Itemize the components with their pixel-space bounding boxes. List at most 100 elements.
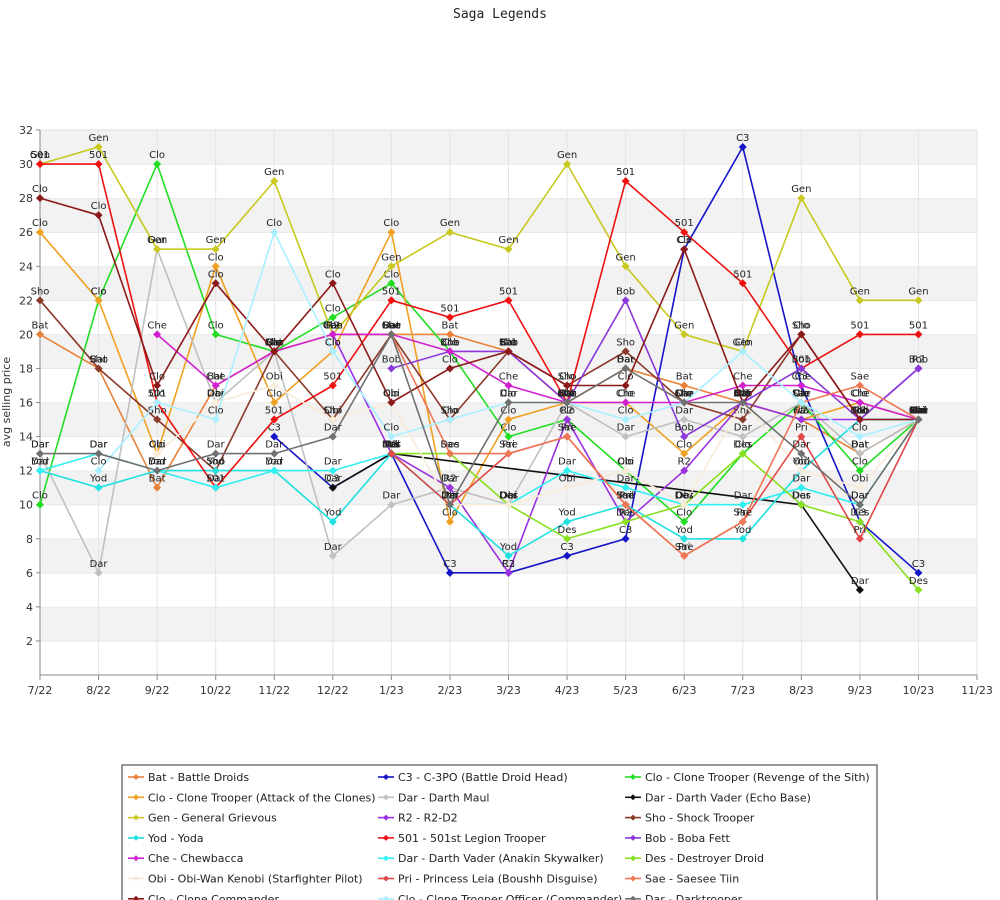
data-label: Dar: [207, 440, 226, 451]
data-label: Clo: [149, 371, 165, 382]
data-label: Des: [382, 440, 401, 451]
data-label: Pri: [736, 508, 749, 519]
data-label: Yod: [89, 474, 107, 485]
data-label: Sho: [441, 406, 460, 417]
data-label: Yod: [557, 508, 575, 519]
data-label: Sae: [733, 508, 752, 519]
data-label: 501: [148, 389, 167, 400]
y-tick-label: 10: [19, 499, 33, 512]
data-point: [797, 364, 806, 373]
data-label: Dar: [90, 440, 109, 451]
data-label: Dar: [617, 423, 636, 434]
x-tick-label: 9/23: [848, 684, 873, 697]
data-point: [387, 228, 396, 237]
data-point: [211, 330, 220, 339]
data-label: Bob: [675, 423, 694, 434]
data-label: Des: [616, 508, 635, 519]
data-label: 501: [499, 286, 518, 297]
data-label: Sho: [558, 371, 577, 382]
x-tick-label: 6/23: [672, 684, 697, 697]
data-label: Clo: [735, 440, 751, 451]
legend-swatch-marker: [133, 855, 139, 862]
legend-item: Des - Destroyer Droid: [625, 852, 764, 865]
data-label: Dar: [500, 389, 519, 400]
data-label: Pri: [561, 423, 574, 434]
data-label: Che: [850, 389, 869, 400]
data-label: Gen: [616, 252, 636, 263]
data-point: [563, 534, 572, 543]
data-label: Clo: [852, 406, 868, 417]
data-label: Gen: [733, 337, 753, 348]
data-label: Clo: [266, 337, 282, 348]
y-tick-label: 28: [19, 192, 33, 205]
data-label: Clo: [735, 389, 751, 400]
data-label: Clo: [618, 406, 634, 417]
data-label: Yod: [265, 457, 283, 468]
x-tick-label: 3/23: [496, 684, 521, 697]
data-label: Sho: [89, 354, 108, 365]
data-point: [504, 245, 513, 254]
data-label: Yod: [323, 508, 341, 519]
data-label: Gen: [791, 184, 811, 195]
data-label: Clo: [32, 491, 48, 502]
data-label: Dar: [207, 389, 226, 400]
data-label: Clo: [559, 406, 575, 417]
data-point: [914, 415, 923, 424]
data-point: [94, 211, 103, 220]
data-label: Clo: [208, 252, 224, 263]
data-label: Gen: [88, 133, 108, 144]
data-point: [153, 449, 162, 458]
data-label: Clo: [208, 269, 224, 280]
series-15: Obi Obi Obi Obi Obi Obi Obi Obi Obi Obi Obi Obi Obi O…: [149, 371, 927, 509]
data-label: Che: [909, 406, 928, 417]
data-label: 501: [675, 218, 694, 229]
data-point: [563, 466, 572, 475]
data-label: Clo: [735, 389, 751, 400]
legend-label: Dar - Darth Vader (Echo Base): [645, 791, 811, 804]
data-label: 501: [89, 150, 108, 161]
data-point: [855, 432, 864, 441]
data-point: [855, 381, 864, 390]
data-point: [504, 568, 513, 577]
data-point: [563, 415, 572, 424]
data-point: [914, 330, 923, 339]
data-point: [36, 194, 44, 203]
data-point: [680, 245, 689, 254]
data-label: Che: [674, 389, 693, 400]
data-point: [563, 551, 572, 560]
data-point: [211, 262, 220, 271]
data-point: [387, 432, 396, 441]
data-label: Sho: [792, 320, 811, 331]
legend-swatch-marker: [133, 834, 139, 841]
data-label: Pri: [502, 440, 515, 451]
data-label: Clo: [793, 389, 809, 400]
legend-swatch-marker: [630, 895, 636, 900]
data-label: Dar: [558, 389, 577, 400]
data-label: Dar: [441, 491, 460, 502]
data-point: [153, 160, 162, 169]
data-label: Dar: [382, 491, 401, 502]
data-point: [445, 449, 454, 458]
y-tick-label: 2: [26, 635, 33, 648]
series-line: [39, 146, 919, 353]
y-tick-label: 14: [19, 431, 33, 444]
data-label: Dar: [500, 491, 519, 502]
data-point: [621, 364, 630, 373]
data-label: Dar: [675, 389, 694, 400]
data-point: [621, 500, 630, 509]
data-point: [621, 534, 630, 543]
data-label: Obi: [383, 389, 400, 400]
data-label: Clo: [618, 371, 634, 382]
data-label: Obi: [910, 406, 927, 417]
data-label: Clo: [618, 457, 634, 468]
data-label: Sho: [206, 457, 225, 468]
data-point: [914, 296, 923, 305]
legend-item: Bob - Boba Fett: [625, 832, 731, 845]
data-label: Yod: [499, 542, 517, 553]
data-label: Obi: [441, 491, 458, 502]
data-label: Clo: [91, 286, 107, 297]
data-label: C3: [385, 440, 398, 451]
data-label: Obi: [793, 457, 810, 468]
